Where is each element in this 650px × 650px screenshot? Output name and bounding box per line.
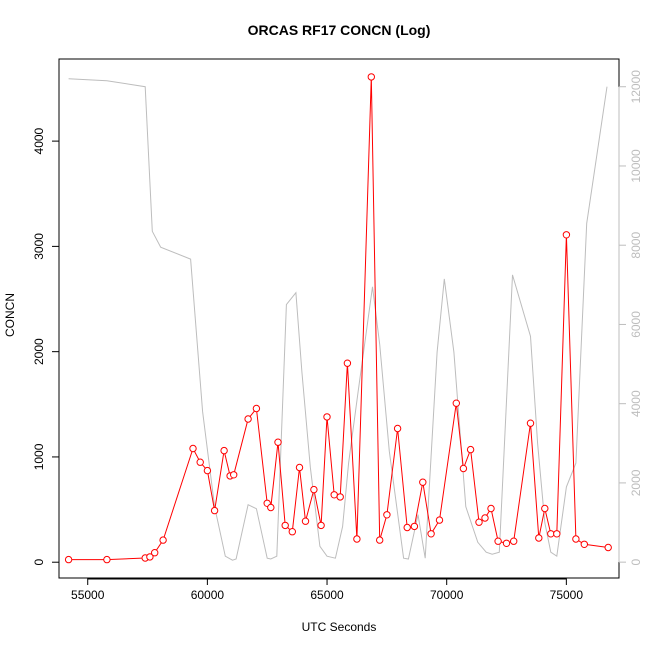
data-point bbox=[526, 419, 535, 427]
y2-tick-label: 4000 bbox=[629, 390, 643, 417]
data-point bbox=[466, 445, 475, 454]
y-tick-label: 0 bbox=[32, 559, 46, 566]
x-axis: 55000 60000 65000 70000 75000 bbox=[71, 578, 583, 602]
y-tick-label: 3000 bbox=[32, 233, 46, 260]
data-point bbox=[146, 553, 154, 561]
y2-tick-label: 10000 bbox=[629, 149, 643, 183]
x-tick-label: 55000 bbox=[71, 588, 105, 602]
data-point bbox=[393, 424, 402, 433]
data-point bbox=[547, 530, 555, 538]
data-point bbox=[475, 518, 483, 526]
y2-tick-label: 12000 bbox=[629, 70, 643, 104]
data-point bbox=[572, 535, 580, 543]
data-point bbox=[459, 464, 468, 473]
data-point bbox=[310, 485, 318, 494]
y-tick-label: 4000 bbox=[32, 127, 46, 154]
data-point bbox=[419, 478, 427, 486]
data-point bbox=[435, 516, 444, 524]
series-layer bbox=[64, 73, 612, 564]
data-point bbox=[210, 506, 219, 515]
data-point bbox=[288, 528, 296, 536]
y-tick-label: 1000 bbox=[32, 443, 46, 470]
data-point bbox=[367, 73, 375, 81]
data-point bbox=[502, 539, 511, 547]
data-point bbox=[64, 555, 73, 564]
data-point bbox=[274, 438, 282, 446]
y-tick-label: 2000 bbox=[32, 338, 46, 365]
data-point bbox=[281, 521, 289, 530]
data-point bbox=[196, 458, 204, 466]
x-tick-label: 70000 bbox=[430, 588, 464, 602]
series-line-right bbox=[68, 78, 608, 561]
data-point bbox=[510, 537, 518, 545]
data-point bbox=[159, 536, 167, 544]
data-point bbox=[103, 555, 111, 564]
data-point bbox=[323, 413, 331, 421]
data-point bbox=[541, 504, 549, 513]
data-point bbox=[336, 493, 344, 501]
data-point bbox=[452, 399, 460, 407]
y2-tick-label: 0 bbox=[629, 558, 643, 565]
data-point bbox=[244, 415, 252, 423]
data-point bbox=[252, 404, 261, 413]
data-point bbox=[343, 359, 352, 367]
data-point bbox=[487, 504, 495, 513]
x-tick-label: 75000 bbox=[550, 588, 584, 602]
y-axis-right: 0 2000 4000 6000 8000 10000 12000 bbox=[618, 70, 643, 565]
y2-tick-label: 2000 bbox=[629, 469, 643, 496]
data-point bbox=[562, 231, 571, 239]
data-point bbox=[580, 540, 588, 548]
y2-tick-label: 8000 bbox=[629, 232, 643, 259]
data-point bbox=[494, 537, 502, 545]
data-point bbox=[535, 534, 543, 542]
series-line-left bbox=[68, 76, 609, 561]
y-axis-label: CONCN bbox=[3, 293, 17, 337]
data-point bbox=[220, 446, 228, 455]
y-axis-left: 0 1000 2000 3000 4000 bbox=[32, 127, 60, 566]
data-point bbox=[203, 466, 212, 475]
data-point bbox=[410, 522, 419, 531]
data-point bbox=[383, 511, 391, 519]
data-point bbox=[553, 530, 561, 538]
data-point bbox=[353, 535, 361, 543]
x-tick-label: 60000 bbox=[191, 588, 225, 602]
data-point bbox=[230, 471, 238, 479]
chart-title: ORCAS RF17 CONCN (Log) bbox=[248, 22, 431, 38]
data-point bbox=[295, 463, 304, 472]
data-point bbox=[267, 503, 275, 512]
data-point bbox=[481, 514, 489, 522]
data-point bbox=[189, 444, 197, 453]
data-point bbox=[604, 543, 612, 552]
data-point bbox=[330, 491, 338, 499]
data-point bbox=[427, 530, 435, 538]
data-point bbox=[317, 521, 325, 530]
data-point bbox=[376, 536, 384, 544]
x-axis-label: UTC Seconds bbox=[302, 620, 377, 634]
data-point bbox=[151, 549, 159, 557]
data-point bbox=[403, 523, 411, 532]
x-tick-label: 65000 bbox=[310, 588, 344, 602]
data-point bbox=[301, 517, 310, 525]
y2-tick-label: 6000 bbox=[629, 311, 643, 338]
